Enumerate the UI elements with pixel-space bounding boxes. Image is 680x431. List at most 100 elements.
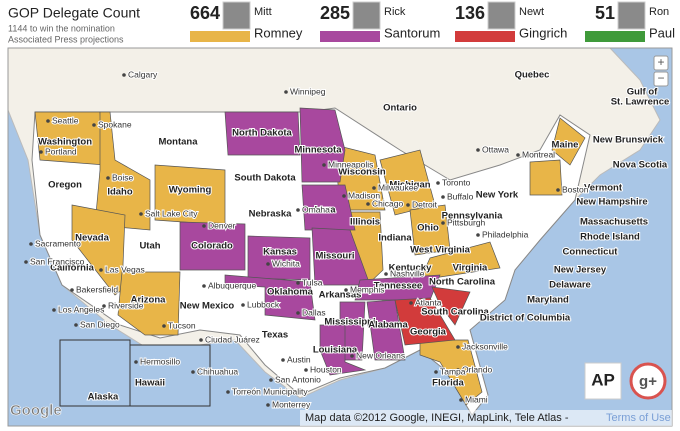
zoom-in-button[interactable] (653, 55, 669, 71)
ap-logo: AP (591, 370, 615, 389)
gplus-circle (629, 362, 667, 400)
state-label: Kentucky (389, 263, 432, 274)
state-label: Nova Scotia (613, 160, 668, 171)
city-dot (344, 288, 348, 292)
city-dot (456, 368, 460, 372)
state-label: Ontario (383, 103, 417, 114)
city-label: Calgary (128, 69, 158, 79)
state-label: Vermont (584, 183, 623, 194)
city-dot (459, 398, 463, 402)
city-dot (70, 288, 74, 292)
city-label: Las Vegas (105, 264, 145, 274)
state-label: Indiana (378, 233, 412, 244)
state-label: District of Columbia (480, 313, 571, 324)
state-label: Nebraska (249, 209, 292, 220)
state-label: Arizona (131, 295, 167, 306)
state-won (299, 107, 346, 183)
candidate-last: Romney (254, 25, 303, 40)
state-label: Wisconsin (338, 167, 386, 178)
city-label: San Diego (80, 319, 120, 329)
city-dot (24, 260, 28, 264)
state-label: Oklahoma (267, 287, 314, 298)
city-dot (39, 150, 43, 154)
city-label: New Orleans (356, 350, 405, 360)
candidate-last: Gingrich (519, 25, 567, 40)
gplus-logo: g+ (639, 373, 657, 390)
city-label: Pittsburgh (447, 217, 486, 227)
state-label: South Dakota (234, 173, 296, 184)
state-label: Hawaii (135, 378, 165, 389)
city-dot (322, 163, 326, 167)
subtitle: Associated Press projections (8, 34, 124, 44)
state-label: Florida (432, 378, 464, 389)
state-won (379, 149, 436, 216)
state-label: Connecticut (563, 247, 619, 258)
candidate-photo (487, 1, 516, 30)
terms-link[interactable]: Terms of Use (606, 412, 671, 424)
candidate-first: Newt (519, 6, 544, 18)
state-won (117, 271, 181, 336)
state-won (551, 117, 586, 166)
zoom-out[interactable]: − (657, 71, 664, 85)
state-won (409, 204, 451, 256)
state-won (94, 111, 151, 231)
zoom-in[interactable]: + (657, 55, 664, 69)
city-label: Portland (45, 146, 77, 156)
city-dot (134, 360, 138, 364)
state-won (419, 241, 501, 281)
state-label: Gulf of (627, 87, 658, 98)
city-dot (241, 303, 245, 307)
state-label: Massachusetts (580, 217, 648, 228)
state-label: Tennessee (374, 281, 422, 292)
city-label: Tucson (168, 320, 196, 330)
city-label: Boise (112, 172, 134, 182)
state-label: Louisiana (313, 345, 358, 356)
city-label: Seattle (52, 115, 79, 125)
city-dot (372, 186, 376, 190)
state-won (247, 235, 311, 281)
city-label: Boston (562, 184, 589, 194)
city-dot (29, 242, 33, 246)
state-label: Maryland (527, 295, 569, 306)
city-label: Nashville (390, 268, 425, 278)
city-dot (556, 188, 560, 192)
candidate-color (320, 31, 380, 42)
state-label: Idaho (107, 187, 133, 198)
state-label: Missouri (315, 251, 354, 262)
city-label: Chicago (372, 198, 403, 208)
city-label: Spokane (98, 119, 132, 129)
city-label: Madison (348, 190, 380, 200)
state-label: Quebec (515, 70, 550, 81)
city-label: Buffalo (447, 191, 474, 201)
state-label: Georgia (410, 327, 447, 338)
city-dot (350, 354, 354, 358)
state-label: New Jersey (554, 265, 607, 276)
ap-logo-box (584, 362, 622, 400)
attribution: Map data ©2012 Google, INEGI, MapLink, T… (305, 412, 569, 424)
zoom-out-button[interactable] (653, 71, 669, 87)
state-label: Ohio (417, 223, 439, 234)
city-dot (199, 338, 203, 342)
city-label: Omaha (302, 204, 330, 214)
city-label: San Francisco (30, 256, 85, 266)
state-label: New Hampshire (576, 197, 647, 208)
state-won (319, 324, 367, 376)
city-label: Winnipeg (290, 86, 326, 96)
state-won (419, 339, 483, 406)
candidate-last: Santorum (384, 25, 440, 40)
state-label: Virginia (453, 263, 488, 274)
city-dot (441, 195, 445, 199)
city-dot (266, 262, 270, 266)
city-dot (191, 370, 195, 374)
state-won (224, 111, 301, 156)
city-dot (476, 233, 480, 237)
city-dot (266, 403, 270, 407)
candidate-photo (617, 1, 646, 30)
city-dot (296, 208, 300, 212)
city-label: Milwaukee (378, 182, 418, 192)
city-dot (122, 73, 126, 77)
city-dot (434, 370, 438, 374)
city-dot (366, 202, 370, 206)
state-won (224, 274, 316, 321)
